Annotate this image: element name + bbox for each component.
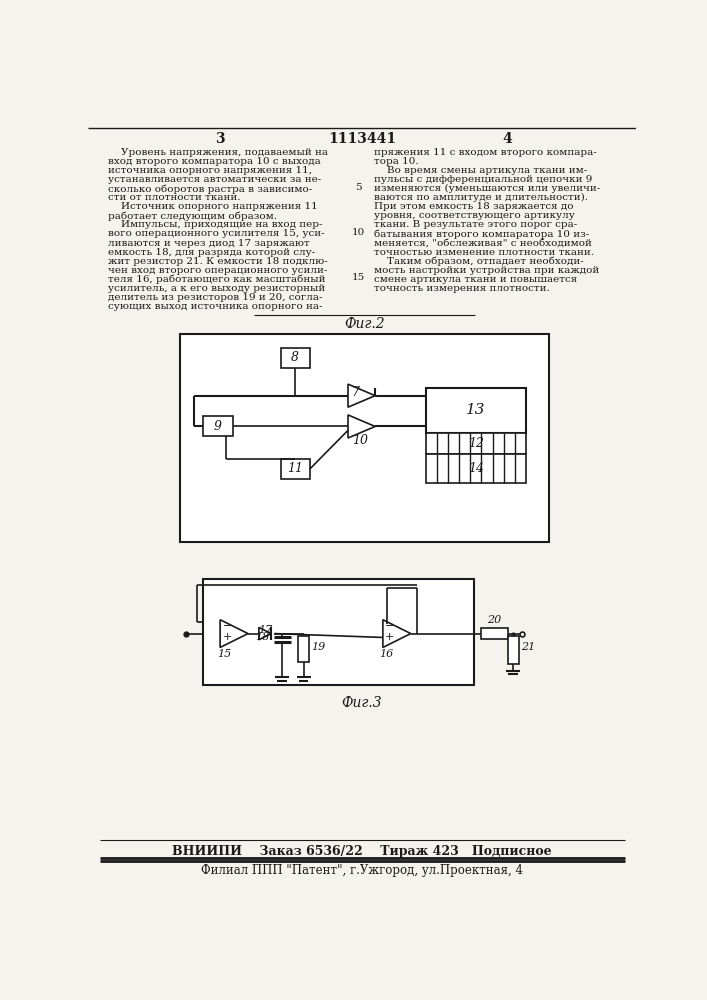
Text: ткани. В результате этого порог сра-: ткани. В результате этого порог сра- <box>373 220 577 229</box>
Text: изменяются (уменьшаются или увеличи-: изменяются (уменьшаются или увеличи- <box>373 184 600 193</box>
Text: мость настройки устройства при каждой: мость настройки устройства при каждой <box>373 266 599 275</box>
Bar <box>203 579 474 685</box>
Bar <box>281 348 310 368</box>
Text: 21: 21 <box>521 642 535 652</box>
Text: Импульсы, приходящие на вход пер-: Импульсы, приходящие на вход пер- <box>107 220 322 229</box>
Text: точность измерения плотности.: точность измерения плотности. <box>373 284 549 293</box>
Text: 13: 13 <box>466 403 486 417</box>
Text: Фиг.3: Фиг.3 <box>341 696 382 710</box>
Bar <box>426 433 526 454</box>
Text: 19: 19 <box>312 642 326 652</box>
Text: 16: 16 <box>380 649 394 659</box>
Bar <box>180 334 549 542</box>
Text: 4: 4 <box>502 132 512 146</box>
Text: Уровень напряжения, подаваемый на: Уровень напряжения, подаваемый на <box>107 148 328 157</box>
Bar <box>426 388 526 433</box>
Text: смене артикула ткани и повышается: смене артикула ткани и повышается <box>373 275 577 284</box>
Text: усилитель, а к его выходу резисторный: усилитель, а к его выходу резисторный <box>107 284 325 293</box>
Text: работает следующим образом.: работает следующим образом. <box>107 211 276 221</box>
Text: +: + <box>223 632 232 642</box>
Text: жит резистор 21. К емкости 18 подклю-: жит резистор 21. К емкости 18 подклю- <box>107 257 327 266</box>
Text: сколько оборотов растра в зависимо-: сколько оборотов растра в зависимо- <box>107 184 312 194</box>
Text: сующих выход источника опорного на-: сующих выход источника опорного на- <box>107 302 322 311</box>
Text: 1113441: 1113441 <box>328 132 396 146</box>
Polygon shape <box>383 620 411 647</box>
Text: уровня, соответствующего артикулу: уровня, соответствующего артикулу <box>373 211 575 220</box>
Text: Источник опорного напряжения 11: Источник опорного напряжения 11 <box>107 202 317 211</box>
Text: 14: 14 <box>468 462 484 475</box>
Text: вход второго компаратора 10 с выхода: вход второго компаратора 10 с выхода <box>107 157 320 166</box>
Bar <box>281 459 310 479</box>
Text: сти от плотности ткани.: сти от плотности ткани. <box>107 193 240 202</box>
Text: вого операционного усилителя 15, уси-: вого операционного усилителя 15, уси- <box>107 229 325 238</box>
Bar <box>481 628 508 639</box>
Text: ВНИИПИ    Заказ 6536/22    Тираж 423   Подписное: ВНИИПИ Заказ 6536/22 Тираж 423 Подписное <box>172 845 551 858</box>
Text: батывания второго компаратора 10 из-: батывания второго компаратора 10 из- <box>373 229 589 239</box>
Text: 5: 5 <box>356 183 362 192</box>
Text: 18: 18 <box>255 632 270 642</box>
Text: −: − <box>223 621 232 631</box>
Bar <box>508 636 518 664</box>
Polygon shape <box>348 415 375 438</box>
Text: 11: 11 <box>287 462 303 475</box>
Text: При этом емкость 18 заряжается до: При этом емкость 18 заряжается до <box>373 202 573 211</box>
Text: ваются по амплитуде и длительности).: ваются по амплитуде и длительности). <box>373 193 588 202</box>
Text: +: + <box>385 632 395 642</box>
Text: 15: 15 <box>352 273 366 282</box>
Text: точностью изменение плотности ткани.: точностью изменение плотности ткани. <box>373 248 594 257</box>
Text: Фиг.2: Фиг.2 <box>344 317 385 331</box>
Polygon shape <box>220 620 248 647</box>
Text: Таким образом, отпадает необходи-: Таким образом, отпадает необходи- <box>373 257 583 266</box>
Text: 12: 12 <box>468 437 484 450</box>
Text: пряжения 11 с входом второго компара-: пряжения 11 с входом второго компара- <box>373 148 596 157</box>
Text: чен вход второго операционного усили-: чен вход второго операционного усили- <box>107 266 327 275</box>
Text: теля 16, работающего как масштабный: теля 16, работающего как масштабный <box>107 275 325 284</box>
Text: 7: 7 <box>351 386 359 399</box>
Bar <box>203 416 233 436</box>
Text: 8: 8 <box>291 351 299 364</box>
Text: меняется, "обслеживая" с необходимой: меняется, "обслеживая" с необходимой <box>373 239 592 248</box>
Text: источника опорного напряжения 11,: источника опорного напряжения 11, <box>107 166 312 175</box>
Bar <box>426 454 526 483</box>
Text: 17: 17 <box>258 625 272 635</box>
Text: ливаются и через диод 17 заряжают: ливаются и через диод 17 заряжают <box>107 239 310 248</box>
Text: 9: 9 <box>214 420 222 433</box>
Text: емкость 18, для разряда которой слу-: емкость 18, для разряда которой слу- <box>107 248 315 257</box>
Text: Филиал ППП "Патент", г.Ужгород, ул.Проектная, 4: Филиал ППП "Патент", г.Ужгород, ул.Проек… <box>201 864 523 877</box>
Text: 10: 10 <box>352 228 366 237</box>
Text: 15: 15 <box>217 649 231 659</box>
Polygon shape <box>259 627 271 640</box>
Bar <box>298 636 309 662</box>
Text: устанавливается автоматически за не-: устанавливается автоматически за не- <box>107 175 321 184</box>
Text: пульсы с дифференциальной цепочки 9: пульсы с дифференциальной цепочки 9 <box>373 175 592 184</box>
Text: 20: 20 <box>487 615 501 625</box>
Text: тора 10.: тора 10. <box>373 157 419 166</box>
Text: −: − <box>385 621 395 631</box>
Text: делитель из резисторов 19 и 20, согла-: делитель из резисторов 19 и 20, согла- <box>107 293 322 302</box>
Text: 10: 10 <box>352 434 368 447</box>
Text: 3: 3 <box>216 132 225 146</box>
Polygon shape <box>348 384 375 407</box>
Text: Во время смены артикула ткани им-: Во время смены артикула ткани им- <box>373 166 587 175</box>
